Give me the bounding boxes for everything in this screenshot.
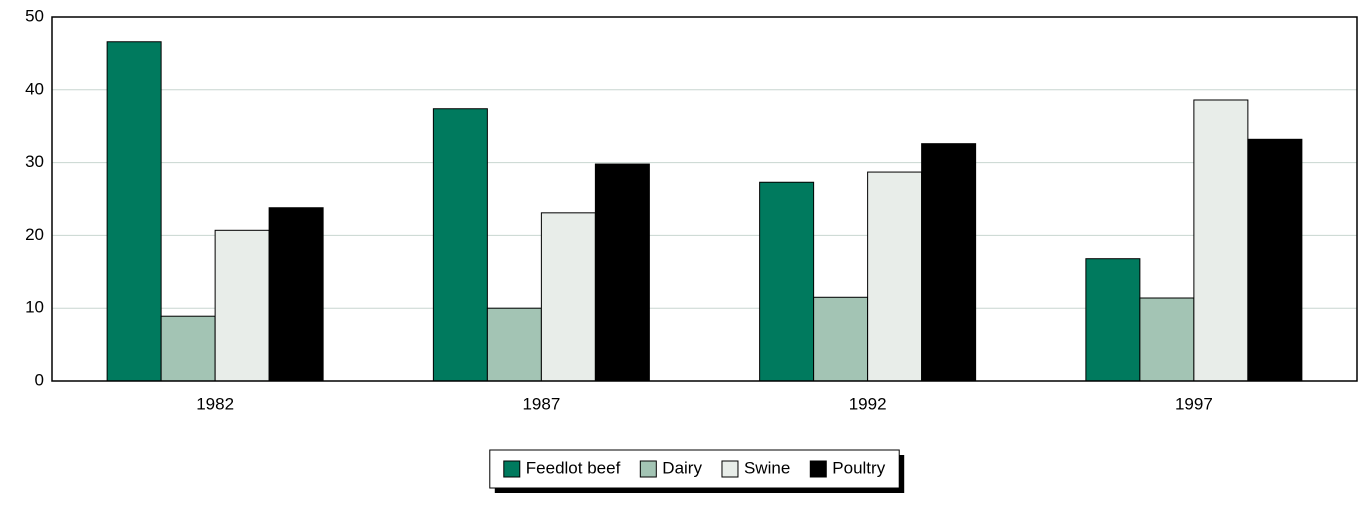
bar (1247, 138, 1303, 382)
x-tick-label: 1987 (522, 394, 560, 413)
legend: Feedlot beef Dairy Swine Poultry (489, 449, 905, 493)
legend-swatch (809, 460, 827, 478)
bar (867, 171, 923, 382)
bar (1139, 297, 1195, 382)
x-tick-label: 1997 (1175, 394, 1213, 413)
y-tick-label: 20 (25, 225, 44, 244)
y-tick-label: 50 (25, 6, 44, 25)
plot-frame (51, 16, 1358, 382)
y-tick-label: 30 (25, 152, 44, 171)
legend-label: Swine (744, 458, 790, 477)
y-tick-label: 40 (25, 79, 44, 98)
bar (813, 296, 869, 382)
legend-swatch (503, 460, 521, 478)
bar (540, 212, 596, 382)
legend-swatch (639, 460, 657, 478)
bar (106, 41, 162, 382)
legend-label: Feedlot beef (526, 458, 621, 477)
bar (921, 143, 977, 382)
legend-label: Dairy (662, 458, 702, 477)
legend-label: Poultry (832, 458, 885, 477)
bar (1085, 258, 1141, 382)
y-tick-label: 0 (35, 370, 44, 389)
bar (1193, 99, 1249, 382)
bar (214, 229, 270, 382)
y-tick-label: 10 (25, 298, 44, 317)
x-tick-label: 1992 (849, 394, 887, 413)
bar (594, 163, 650, 382)
legend-box (489, 449, 900, 489)
bar (432, 108, 488, 382)
x-tick-label: 1982 (196, 394, 234, 413)
bar (759, 181, 815, 382)
legend-swatch (721, 460, 739, 478)
bar (486, 307, 542, 382)
bar (268, 207, 324, 382)
bar (160, 315, 216, 382)
